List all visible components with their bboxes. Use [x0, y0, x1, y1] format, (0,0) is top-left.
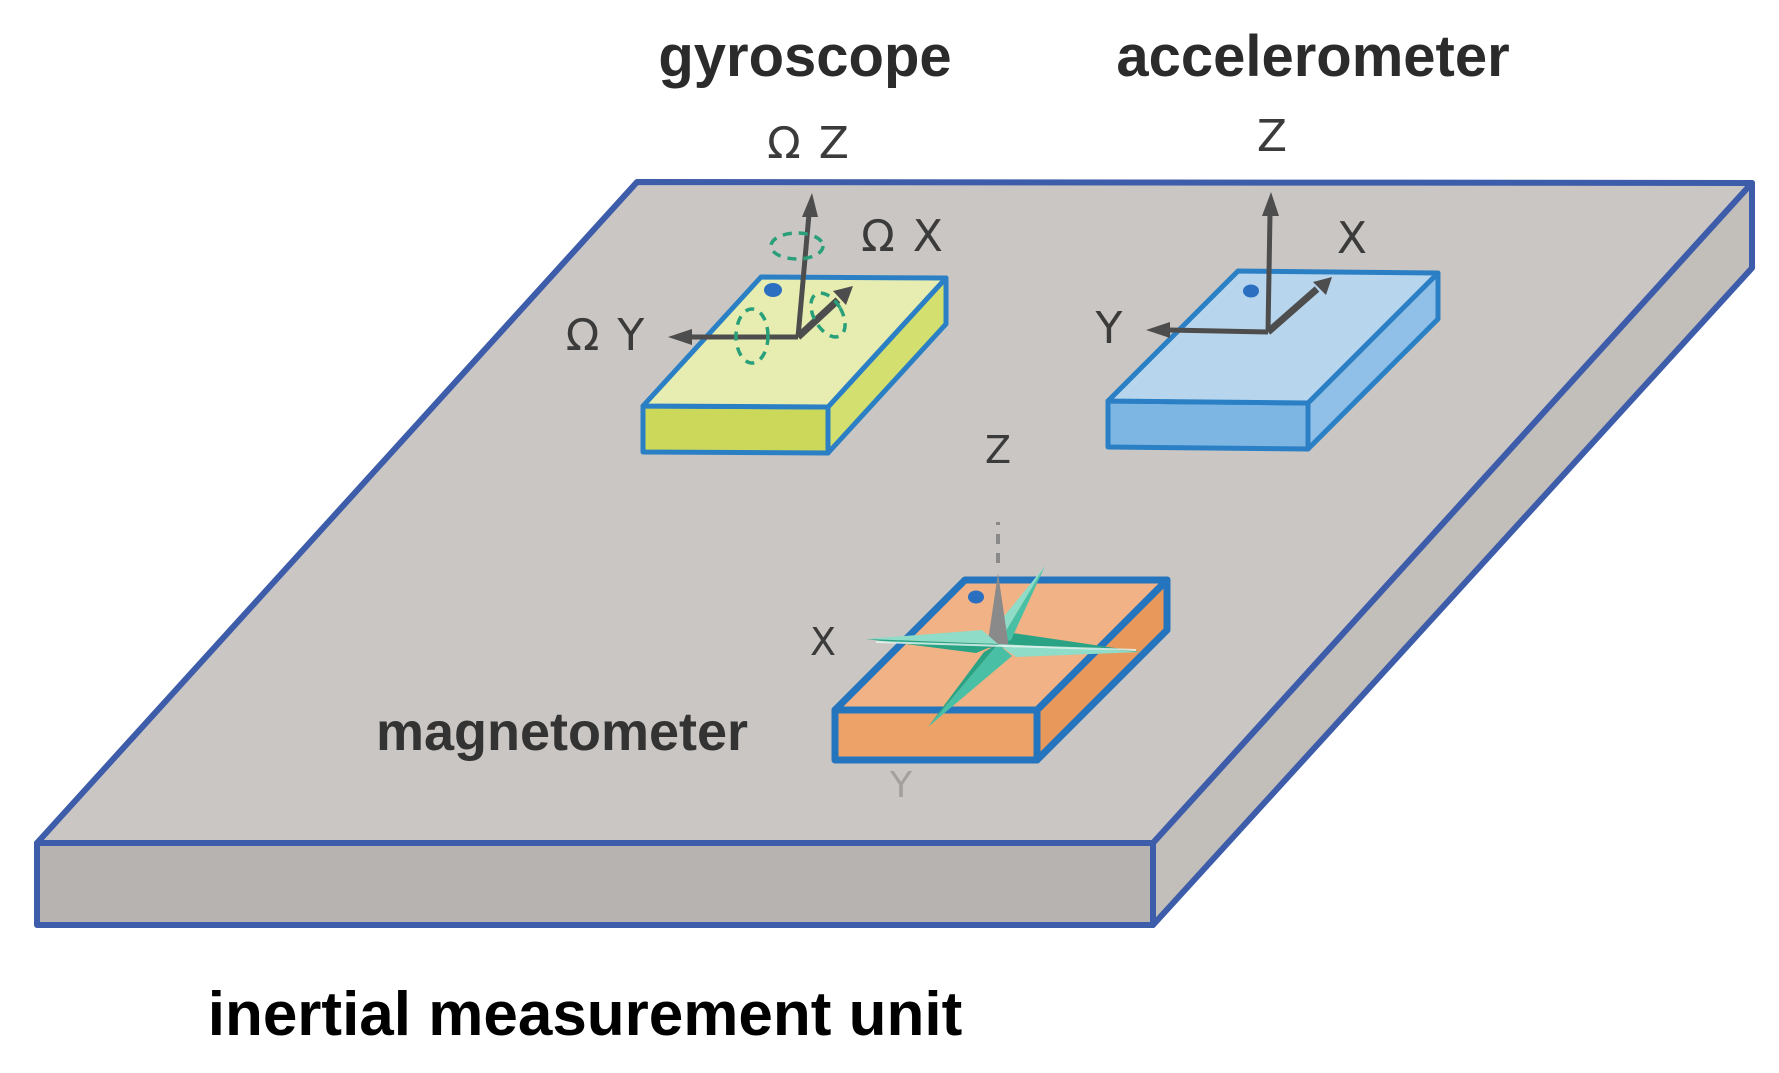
gyroscope-x-axis-label: Ω X [861, 211, 945, 262]
star-south-right [928, 644, 1012, 727]
accelerometer-front-face [1105, 398, 1311, 452]
gyroscope-z-axis-label: Ω Z [767, 118, 851, 169]
accel-x-arrowhead-icon [1313, 277, 1332, 295]
star-east-upper [998, 633, 1142, 652]
accel-z-axis [1265, 213, 1273, 333]
gyroscope-box [640, 274, 949, 456]
star-highlight [875, 641, 1137, 651]
gyroscope-front-face [640, 403, 831, 456]
platform-front-face [34, 840, 1156, 928]
accel-y-axis [1167, 327, 1269, 335]
gyroscope-rotation-rings [734, 231, 847, 365]
imu-diagram-title: inertial measurement unit [207, 980, 963, 1049]
accelerometer-y-axis-label: Y [1095, 303, 1125, 354]
accelerometer-axes [1146, 192, 1332, 338]
gyroscope-y-axis-label: Ω Y [565, 310, 647, 361]
accelerometer-z-axis-label: Z [1256, 111, 1290, 162]
gyroscope-title: gyroscope [658, 24, 952, 89]
magnetometer-compass-star-icon [866, 522, 1142, 727]
accel-z-arrowhead-icon [1262, 192, 1279, 216]
gyro-x-rotation-ring-icon [809, 291, 847, 339]
gyro-x-arrowhead-icon [833, 286, 853, 305]
magnetometer-y-axis-label: Y [890, 765, 914, 806]
gyro-x-axis [795, 297, 841, 340]
magnetometer-z-axis-label: Z [984, 428, 1014, 472]
accel-y-arrowhead-icon [1146, 322, 1170, 338]
star-north-right [998, 566, 1045, 644]
accelerometer-title: accelerometer [1116, 24, 1510, 89]
magnetometer-x-axis-label: X [809, 620, 839, 664]
accelerometer-top-face [1105, 268, 1441, 406]
gyro-z-arrowhead-icon [802, 193, 818, 217]
gyroscope-hole-dot [764, 283, 782, 297]
gyroscope-axes [668, 193, 853, 345]
accelerometer-x-axis-label: X [1336, 213, 1370, 264]
accelerometer-hole-dot [1243, 284, 1259, 298]
accel-x-axis [1265, 286, 1320, 335]
gyroscope-top-face [640, 274, 949, 410]
gyro-y-arrowhead-icon [668, 329, 692, 345]
platform-side-face [1150, 180, 1755, 928]
compass-cone-icon [987, 573, 1009, 648]
magnetometer-hole-dot [968, 590, 984, 604]
magnetometer-title: magnetometer [375, 702, 749, 762]
star-west-upper [866, 630, 998, 644]
gyro-z-rotation-ring-icon [769, 231, 825, 261]
accelerometer-box [1105, 268, 1441, 452]
gyro-y-rotation-ring-icon [734, 307, 770, 365]
